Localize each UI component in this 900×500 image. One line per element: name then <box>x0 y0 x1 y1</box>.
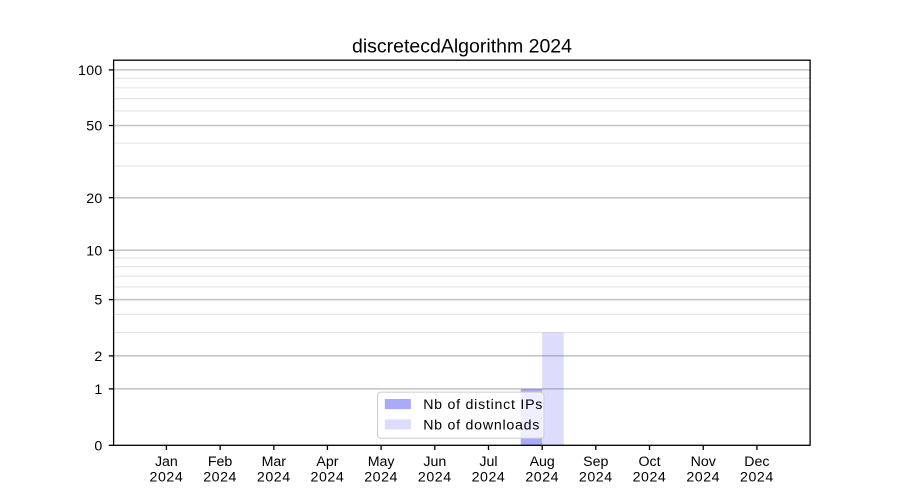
svg-text:Jun: Jun <box>423 454 446 470</box>
svg-text:20: 20 <box>86 191 102 207</box>
svg-text:Oct: Oct <box>638 454 660 470</box>
svg-text:1: 1 <box>94 382 102 398</box>
svg-text:Jan: Jan <box>155 454 178 470</box>
svg-text:2024: 2024 <box>472 470 506 486</box>
svg-text:2024: 2024 <box>686 470 720 486</box>
svg-text:Dec: Dec <box>744 454 769 470</box>
svg-text:2024: 2024 <box>150 470 184 486</box>
svg-text:2024: 2024 <box>203 470 237 486</box>
svg-text:Nb of downloads: Nb of downloads <box>423 417 540 433</box>
svg-text:2024: 2024 <box>257 470 291 486</box>
svg-text:2024: 2024 <box>579 470 613 486</box>
svg-text:Jul: Jul <box>479 454 497 470</box>
svg-text:50: 50 <box>86 119 102 135</box>
svg-text:2024: 2024 <box>525 470 559 486</box>
svg-text:2024: 2024 <box>364 470 398 486</box>
svg-text:2024: 2024 <box>740 470 774 486</box>
svg-text:Nb of distinct IPs: Nb of distinct IPs <box>423 397 543 413</box>
svg-text:discretecdAlgorithm 2024: discretecdAlgorithm 2024 <box>352 35 572 57</box>
svg-text:Feb: Feb <box>208 454 233 470</box>
svg-text:Mar: Mar <box>262 454 287 470</box>
svg-text:2: 2 <box>94 349 102 365</box>
svg-text:2024: 2024 <box>633 470 667 486</box>
svg-text:100: 100 <box>78 63 103 79</box>
svg-text:2024: 2024 <box>311 470 345 486</box>
svg-text:0: 0 <box>94 438 102 454</box>
svg-text:Sep: Sep <box>583 454 608 470</box>
svg-text:Nov: Nov <box>691 454 717 470</box>
svg-text:Aug: Aug <box>530 454 555 470</box>
svg-text:2024: 2024 <box>418 470 452 486</box>
svg-text:5: 5 <box>94 293 102 309</box>
svg-text:Apr: Apr <box>316 454 338 470</box>
svg-text:10: 10 <box>86 243 102 259</box>
svg-text:May: May <box>368 454 396 470</box>
